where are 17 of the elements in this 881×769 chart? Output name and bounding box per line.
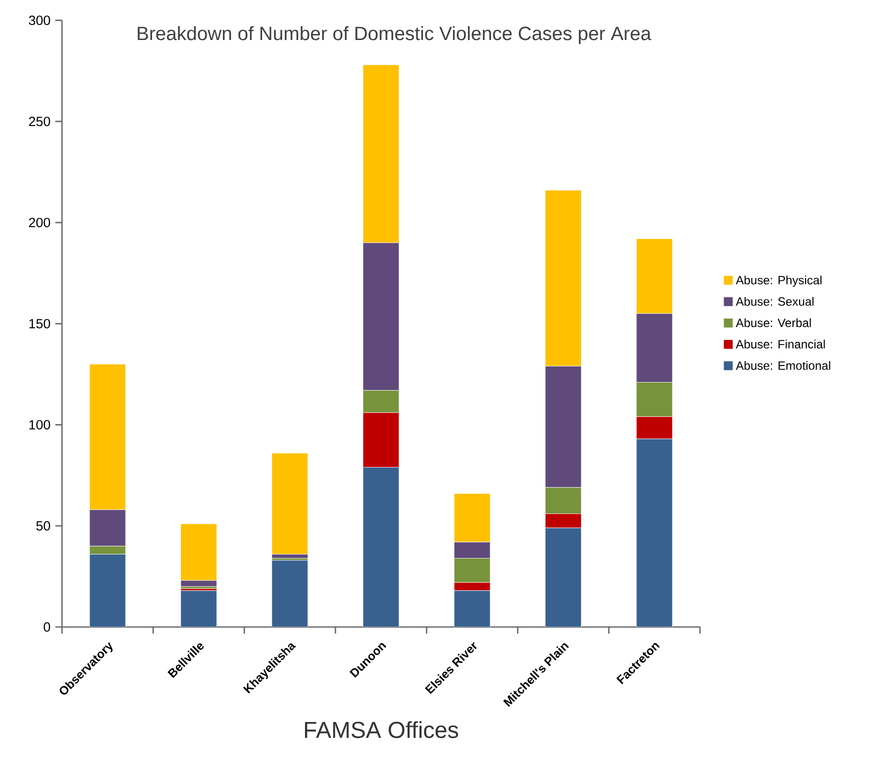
legend-label: Abuse: Financial bbox=[736, 340, 825, 349]
legend-label: Abuse: Verbal bbox=[736, 318, 811, 328]
bar bbox=[272, 560, 308, 627]
legend-label: Abuse: Physical bbox=[736, 276, 822, 287]
legend-label: Abuse: Sexual bbox=[736, 296, 814, 306]
y-tick-label: 250 bbox=[29, 116, 50, 126]
y-tick-label: 200 bbox=[29, 218, 50, 228]
legend-label: Abuse: Emotional bbox=[736, 361, 830, 370]
y-tick-label: 50 bbox=[36, 521, 50, 531]
y-tick-label: 0 bbox=[44, 622, 50, 632]
y-tick-label: 100 bbox=[29, 420, 50, 430]
chart-title: Breakdown of Number of Domestic Violence Cases per Area bbox=[138, 26, 652, 44]
y-tick-label: 150 bbox=[29, 318, 50, 328]
x-axis-title: FAMSA Offices bbox=[304, 721, 458, 738]
bar bbox=[180, 590, 217, 627]
bar bbox=[272, 452, 308, 554]
y-tick-label: 300 bbox=[28, 16, 50, 26]
